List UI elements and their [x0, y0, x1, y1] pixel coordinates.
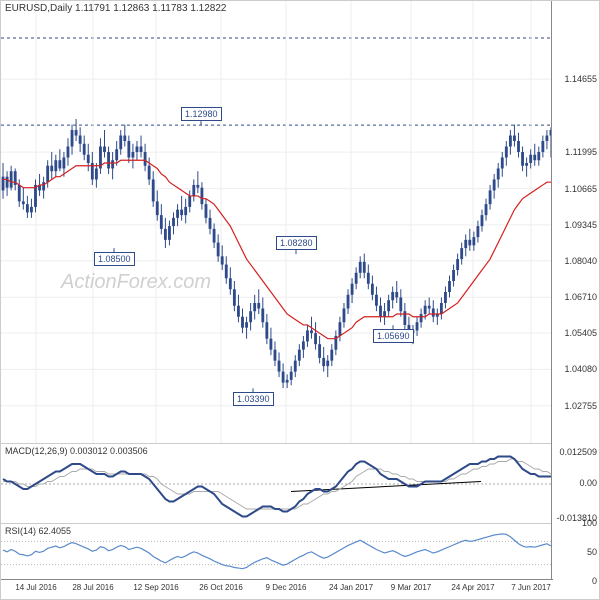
ohlc-label: 1.11791 1.12863 1.11783 1.12822: [75, 3, 226, 14]
xtick: 28 Jul 2016: [72, 583, 113, 592]
xtick: 24 Jan 2017: [329, 583, 373, 592]
y-axis-price: 1.02755 1.04080 1.05405 1.06710 1.08040 1.093…: [551, 1, 599, 443]
chart-title: EURUSD,Daily 1.11791 1.12863 1.11783 1.1…: [5, 3, 226, 14]
ytick: 0.00: [579, 478, 597, 488]
ytick: 1.06710: [564, 292, 597, 302]
ytick: 1.11995: [565, 147, 597, 157]
xtick: 9 Mar 2017: [391, 583, 431, 592]
price-callout: 1.08280: [276, 236, 317, 250]
watermark: ActionForex.com: [61, 271, 211, 294]
ytick: 1.10665: [564, 184, 597, 194]
rsi-title: RSI(14) 62.4055: [5, 526, 71, 536]
chart-container: EURUSD,Daily 1.11791 1.12863 1.11783 1.1…: [0, 0, 600, 600]
macd-svg: [1, 444, 553, 524]
xtick: 7 Jun 2017: [511, 583, 551, 592]
price-svg: [1, 1, 553, 443]
ytick: 1.09345: [564, 220, 597, 230]
rsi-svg: [1, 524, 553, 582]
xtick: 12 Sep 2016: [133, 583, 178, 592]
xtick: 26 Oct 2016: [199, 583, 243, 592]
ytick: 1.05405: [564, 328, 597, 338]
price-callout: 1.03390: [233, 392, 274, 406]
rsi-panel[interactable]: RSI(14) 62.4055: [1, 523, 553, 581]
xtick: 14 Jul 2016: [15, 583, 56, 592]
price-callout: 1.12980: [181, 107, 222, 121]
xtick: 24 Apr 2017: [451, 583, 494, 592]
ytick: 0.012509: [559, 447, 597, 457]
macd-title: MACD(12,26,9) 0.003012 0.003506: [5, 446, 148, 456]
macd-panel[interactable]: MACD(12,26,9) 0.003012 0.003506: [1, 443, 553, 523]
x-axis: 14 Jul 2016 28 Jul 2016 12 Sep 2016 26 Oct …: [1, 579, 553, 599]
ytick: 1.08040: [564, 256, 597, 266]
ytick: 100: [582, 518, 597, 528]
ytick: 1.02755: [564, 401, 597, 411]
price-callout: 1.08500: [94, 252, 135, 266]
timeframe-label: Daily: [50, 3, 72, 14]
ytick: 0: [592, 576, 597, 586]
symbol-label: EURUSD: [5, 3, 47, 14]
price-callout: 1.05690: [373, 329, 414, 343]
ytick: 1.04080: [564, 364, 597, 374]
y-axis-rsi: 050100: [551, 523, 599, 581]
ytick: 50: [587, 547, 597, 557]
xtick: 9 Dec 2016: [266, 583, 307, 592]
price-panel[interactable]: ActionForex.com 1.12980 1.08500 1.08280 1.0…: [1, 1, 553, 443]
y-axis-macd: 0.0125090.00-0.013810: [551, 443, 599, 523]
ytick: 1.14655: [564, 74, 597, 84]
